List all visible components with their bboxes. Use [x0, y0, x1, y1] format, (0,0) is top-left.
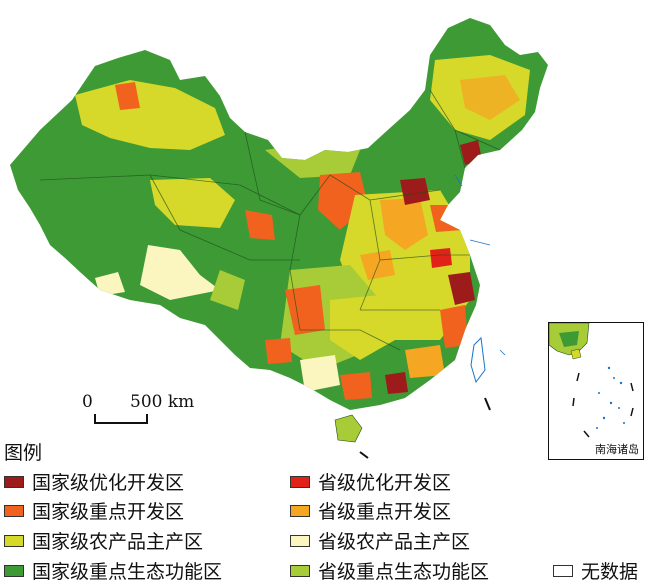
region-nw-agri-2 — [150, 178, 235, 228]
region-tibet-green — [210, 270, 245, 310]
region-guangdong-opt — [385, 372, 408, 394]
legend-item-no-data: 无数据 — [553, 557, 638, 584]
inset-coast-green — [559, 331, 579, 347]
legend-item-national-optimized: 国家级优化开发区 — [4, 468, 184, 495]
legend-label: 国家级重点开发区 — [32, 501, 185, 523]
legend-item-provincial-key-dev: 省级重点开发区 — [290, 497, 451, 524]
legend-label: 国家级农产品主产区 — [32, 531, 204, 553]
region-tibet-pale — [140, 245, 220, 300]
region-east-dev — [380, 198, 428, 250]
legend-item-provincial-agri: 省级农产品主产区 — [290, 527, 470, 554]
region-xinjiang-dev — [115, 82, 140, 110]
legend-label: 省级重点生态功能区 — [318, 561, 490, 583]
legend-label: 无数据 — [581, 561, 639, 583]
legend-title: 图例 — [4, 442, 43, 464]
legend-label: 国家级优化开发区 — [32, 472, 185, 494]
scale-bar: 0 500 km — [82, 392, 212, 432]
scale-label: 500 km — [130, 392, 195, 412]
region-ne-mix-2 — [460, 75, 520, 120]
region-jiangsu-red — [430, 248, 452, 268]
hainan-island — [334, 414, 363, 443]
scale-tick-right — [146, 414, 148, 424]
legend-label: 省级重点开发区 — [318, 501, 452, 523]
legend-swatch — [290, 475, 310, 488]
south-china-sea-inset: 南海诸岛 — [548, 322, 644, 460]
taiwan-island — [470, 336, 486, 384]
legend-item-provincial-optimized: 省级优化开发区 — [290, 468, 451, 495]
inset-hainan — [570, 348, 582, 360]
region-central-yellow — [330, 295, 395, 360]
legend-item-national-eco: 国家级重点生态功能区 — [4, 557, 222, 584]
scale-tick-left — [94, 414, 96, 424]
region-fujian-dev — [440, 305, 468, 348]
legend-swatch — [290, 564, 310, 577]
legend-swatch — [553, 564, 573, 577]
legend-item-national-agri: 国家级农产品主产区 — [4, 527, 203, 554]
region-guangdong-dev — [405, 345, 445, 378]
legend-swatch — [290, 504, 310, 517]
legend-item-national-key-dev: 国家级重点开发区 — [4, 497, 184, 524]
legend-item-provincial-eco: 省级重点生态功能区 — [290, 557, 489, 584]
legend-swatch — [4, 475, 24, 488]
legend-label: 省级农产品主产区 — [318, 531, 471, 553]
scale-line — [94, 422, 148, 424]
legend-swatch — [290, 534, 310, 547]
region-yunnan-dev — [265, 338, 292, 364]
legend-swatch — [4, 504, 24, 517]
region-sichuan-dev — [285, 285, 325, 335]
region-shanghai-opt — [448, 272, 475, 305]
region-qinghai-dev — [245, 210, 275, 240]
scale-zero: 0 — [82, 392, 93, 412]
region-yunnan-pale — [300, 355, 340, 392]
legend-label: 国家级重点生态功能区 — [32, 561, 223, 583]
region-tibet-pale-2 — [95, 272, 125, 296]
region-beijing-opt — [400, 178, 430, 205]
inset-label: 南海诸岛 — [595, 443, 639, 456]
region-nw-agri — [75, 80, 225, 150]
legend-label: 省级优化开发区 — [318, 472, 452, 494]
legend-swatch — [4, 534, 24, 547]
legend-swatch — [4, 564, 24, 577]
region-guangxi-dev — [340, 372, 372, 400]
region-hubei-dev — [360, 250, 395, 280]
inset-map — [549, 323, 634, 438]
